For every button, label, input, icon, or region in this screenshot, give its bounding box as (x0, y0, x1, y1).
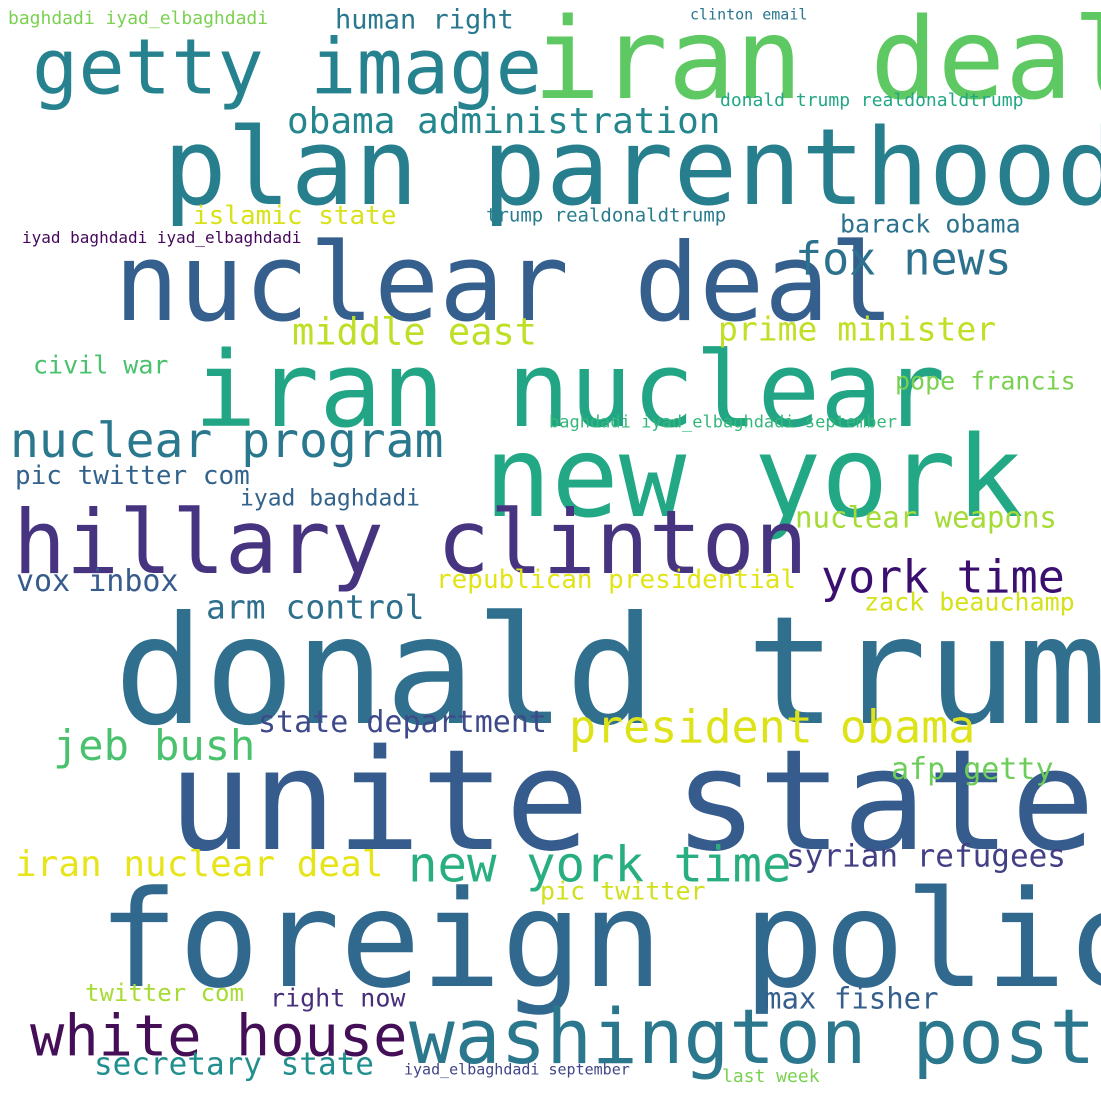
word-last-week: last week (722, 1066, 820, 1087)
word-afp-getty: afp getty (891, 752, 1054, 787)
word-plan-parenthood: plan parenthood (163, 106, 1101, 229)
word-york-time: york time (821, 550, 1065, 604)
word-republican-presidential: republican presidential (436, 565, 797, 595)
word-new-york: new york (484, 413, 1024, 543)
word-nuclear-deal: nuclear deal (114, 221, 895, 346)
word-syrian-refugees: syrian refugees (786, 838, 1066, 875)
word-president-obama: president obama (569, 700, 976, 754)
word-pic-twitter: pic twitter (540, 876, 706, 906)
word-iyad-baghdadi-iyad-elbaghdadi: iyad baghdadi iyad_elbaghdadi (22, 228, 302, 247)
word-white-house: white house (30, 1003, 408, 1070)
word-donald-trump: donald trump (114, 585, 1101, 759)
word-foreign-policy: foreign policy (98, 862, 1101, 1018)
word-vox-inbox: vox inbox (16, 564, 179, 599)
word-getty-image: getty image (32, 23, 542, 113)
word-new-york-time: new york time (408, 836, 792, 894)
word-unite-state: unite state (168, 720, 1096, 883)
word-baghdadi-iyad-elbaghdadi-september: baghdadi iyad_elbaghdadi september (549, 412, 897, 433)
word-fox-news: fox news (795, 232, 1012, 286)
word-iran-deal: iran deal (533, 0, 1101, 125)
word-secretary-state: secretary state (94, 1046, 374, 1083)
word-iran-nuclear: iran nuclear (194, 329, 946, 451)
word-twitter-com: twitter com (85, 979, 244, 1007)
word-right-now: right now (270, 983, 406, 1013)
word-arm-control: arm control (206, 587, 425, 627)
word-middle-east: middle east (292, 310, 538, 354)
word-pope-francis: pope francis (895, 366, 1076, 396)
word-baghdadi-iyad-elbaghdadi: baghdadi iyad_elbaghdadi (8, 8, 269, 29)
word-islamic-state: islamic state (193, 201, 397, 231)
word-iyad-baghdadi: iyad baghdadi (240, 485, 421, 512)
word-zack-beauchamp: zack beauchamp (864, 587, 1075, 617)
word-clinton-email: clinton email (690, 5, 808, 24)
word-jeb-bush: jeb bush (53, 721, 256, 770)
word-iran-nuclear-deal: iran nuclear deal (15, 844, 384, 885)
word-nuclear-program: nuclear program (10, 413, 444, 469)
word-pic-twitter-com: pic twitter com (15, 461, 250, 491)
word-max-fisher: max fisher (764, 981, 939, 1016)
word-washington-post: washington post (409, 992, 1096, 1081)
word-trump-realdonaldtrump: trump realdonaldtrump (486, 204, 727, 227)
word-nuclear-weapons: nuclear weapons (795, 500, 1057, 535)
word-human-right: human right (335, 4, 514, 36)
word-iyad-elbaghdadi-september: iyad_elbaghdadi september (404, 1060, 630, 1079)
word-donald-trump-realdonaldtrump: donald trump realdonaldtrump (720, 90, 1024, 111)
word-obama-administration: obama administration (287, 101, 721, 142)
word-hillary-clinton: hillary clinton (13, 491, 808, 594)
word-civil-war: civil war (33, 350, 169, 380)
word-prime-minister: prime minister (718, 309, 997, 349)
word-state-department: state department (258, 705, 547, 740)
word-barack-obama: barack obama (840, 209, 1021, 239)
